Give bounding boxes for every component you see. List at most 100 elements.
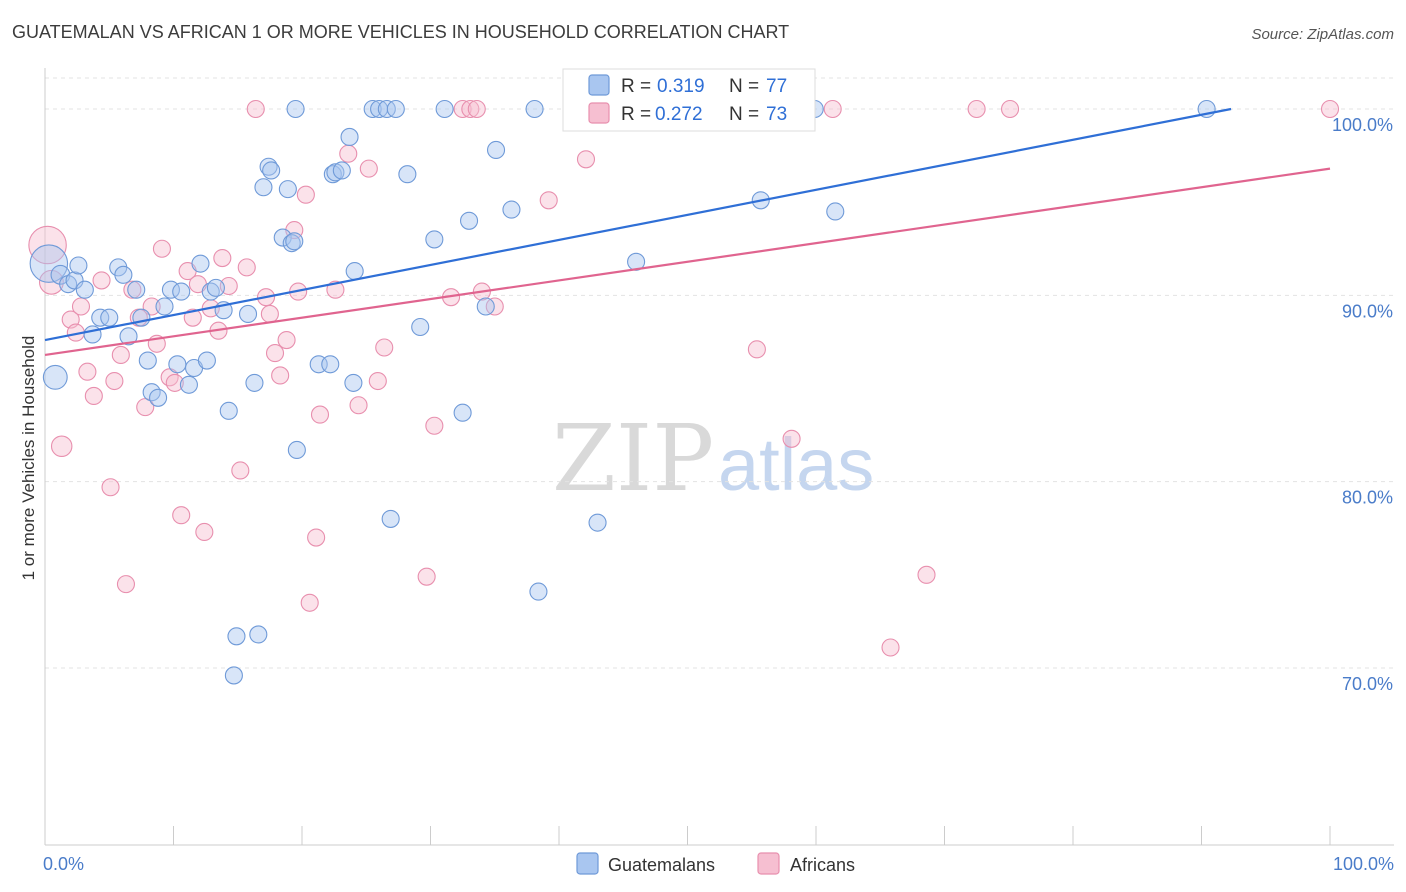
- guatemalans-point: [69, 256, 88, 275]
- africans-point: [101, 478, 120, 497]
- guatemalans-point: [476, 297, 495, 316]
- guatemalans-point: [179, 375, 198, 394]
- africans-point: [195, 522, 214, 542]
- africans-point: [111, 345, 130, 364]
- guatemalans-point: [100, 308, 119, 327]
- africans-point: [425, 416, 444, 435]
- africans-point: [917, 565, 936, 584]
- y-tick-label: 90.0%: [1342, 301, 1393, 321]
- guatemalans-points: [29, 99, 1216, 685]
- africans-point: [967, 99, 986, 119]
- africans-point: [277, 330, 296, 350]
- africans-point: [576, 150, 596, 169]
- africans-point: [183, 308, 202, 327]
- africans-point: [881, 638, 900, 657]
- x-tick-label-max: 100.0%: [1333, 854, 1394, 874]
- guatemalans-point: [435, 99, 454, 119]
- legend-swatch-guatemalans: [588, 74, 610, 96]
- guatemalans-point: [826, 202, 845, 221]
- legend-n-value-guatemalans: 77: [766, 76, 787, 97]
- y-tick-label: 100.0%: [1332, 115, 1393, 135]
- africans-point: [417, 567, 436, 586]
- africans-trend-line: [44, 167, 1331, 357]
- guatemalans-point: [155, 297, 174, 316]
- guatemalans-point: [285, 232, 304, 251]
- guatemalans-point: [227, 627, 246, 646]
- guatemalans-point: [287, 440, 306, 460]
- guatemalans-point: [363, 99, 382, 119]
- africans-point: [265, 344, 285, 363]
- y-tick-label: 70.0%: [1342, 674, 1393, 694]
- legend-n-label-guatemalans: N =: [729, 76, 759, 97]
- africans-point: [105, 371, 124, 391]
- africans-point: [747, 340, 766, 359]
- africans-point: [152, 239, 171, 258]
- guatemalans-point: [345, 262, 364, 281]
- guatemalans-point: [191, 254, 210, 273]
- africans-point: [326, 280, 345, 299]
- guatemalans-point: [381, 509, 400, 528]
- africans-point: [453, 99, 472, 119]
- guatemalans-point: [29, 244, 69, 283]
- africans-point: [1320, 99, 1340, 119]
- guatemalans-point: [149, 388, 168, 407]
- africans-point: [116, 575, 136, 594]
- guatemalans-point: [321, 355, 340, 374]
- guatemalans-point: [114, 265, 133, 284]
- africans-point: [1000, 99, 1020, 119]
- guatemalans-point: [245, 373, 264, 392]
- africans-point: [375, 338, 394, 357]
- africans-point: [231, 461, 250, 480]
- guatemalans-point: [172, 282, 191, 301]
- legend-n-value-africans: 73: [766, 104, 787, 125]
- watermark-zip: ZIP: [552, 405, 714, 512]
- africans-point: [307, 528, 326, 547]
- guatemalans-point: [224, 666, 243, 685]
- africans-point: [84, 386, 103, 405]
- guatemalans-point: [273, 228, 292, 247]
- guatemalans-point: [197, 351, 216, 370]
- guatemalans-point: [411, 317, 430, 337]
- africans-point: [92, 271, 111, 290]
- guatemalans-point: [138, 351, 157, 370]
- guatemalans-point: [238, 304, 258, 324]
- watermark: ZIP atlas: [552, 405, 874, 512]
- guatemalans-point: [249, 625, 268, 644]
- y-axis-label: 1 or more Vehicles in Household: [19, 336, 38, 581]
- guatemalans-point: [386, 99, 405, 119]
- africans-point: [123, 280, 142, 299]
- bottom-legend-label-africans: Africans: [790, 855, 855, 875]
- bottom-legend-label-guatemalans: Guatemalans: [608, 855, 715, 875]
- africans-point: [50, 435, 73, 458]
- guatemalans-point: [425, 230, 444, 249]
- guatemalans-point: [453, 403, 472, 422]
- guatemalans-point: [119, 327, 138, 346]
- guatemalans-point: [459, 211, 479, 230]
- africans-point: [310, 405, 330, 424]
- africans-point: [271, 366, 290, 385]
- africans-point: [246, 99, 265, 119]
- guatemalans-point: [206, 278, 225, 297]
- africans-point: [237, 258, 256, 277]
- guatemalans-point: [529, 582, 548, 601]
- africans-point: [172, 506, 191, 525]
- guatemalans-point: [50, 264, 71, 285]
- africans-point: [71, 297, 91, 316]
- africans-point: [142, 297, 161, 316]
- guatemalans-point: [282, 234, 301, 253]
- guatemalans-point: [332, 161, 351, 180]
- guatemalans-point: [340, 127, 359, 146]
- guatemalans-point: [75, 280, 94, 299]
- guatemalans-point: [525, 99, 544, 119]
- guatemalans-point: [344, 373, 363, 392]
- guatemalans-point: [42, 364, 68, 390]
- watermark-atlas: atlas: [718, 423, 874, 506]
- africans-point: [359, 159, 378, 178]
- guatemalans-point: [286, 99, 305, 119]
- africans-point: [165, 373, 184, 392]
- africans-point: [368, 371, 387, 391]
- guatemalans-point: [398, 165, 417, 184]
- legend-r-value-africans: 0.272: [655, 104, 703, 125]
- gridlines: [45, 77, 1394, 669]
